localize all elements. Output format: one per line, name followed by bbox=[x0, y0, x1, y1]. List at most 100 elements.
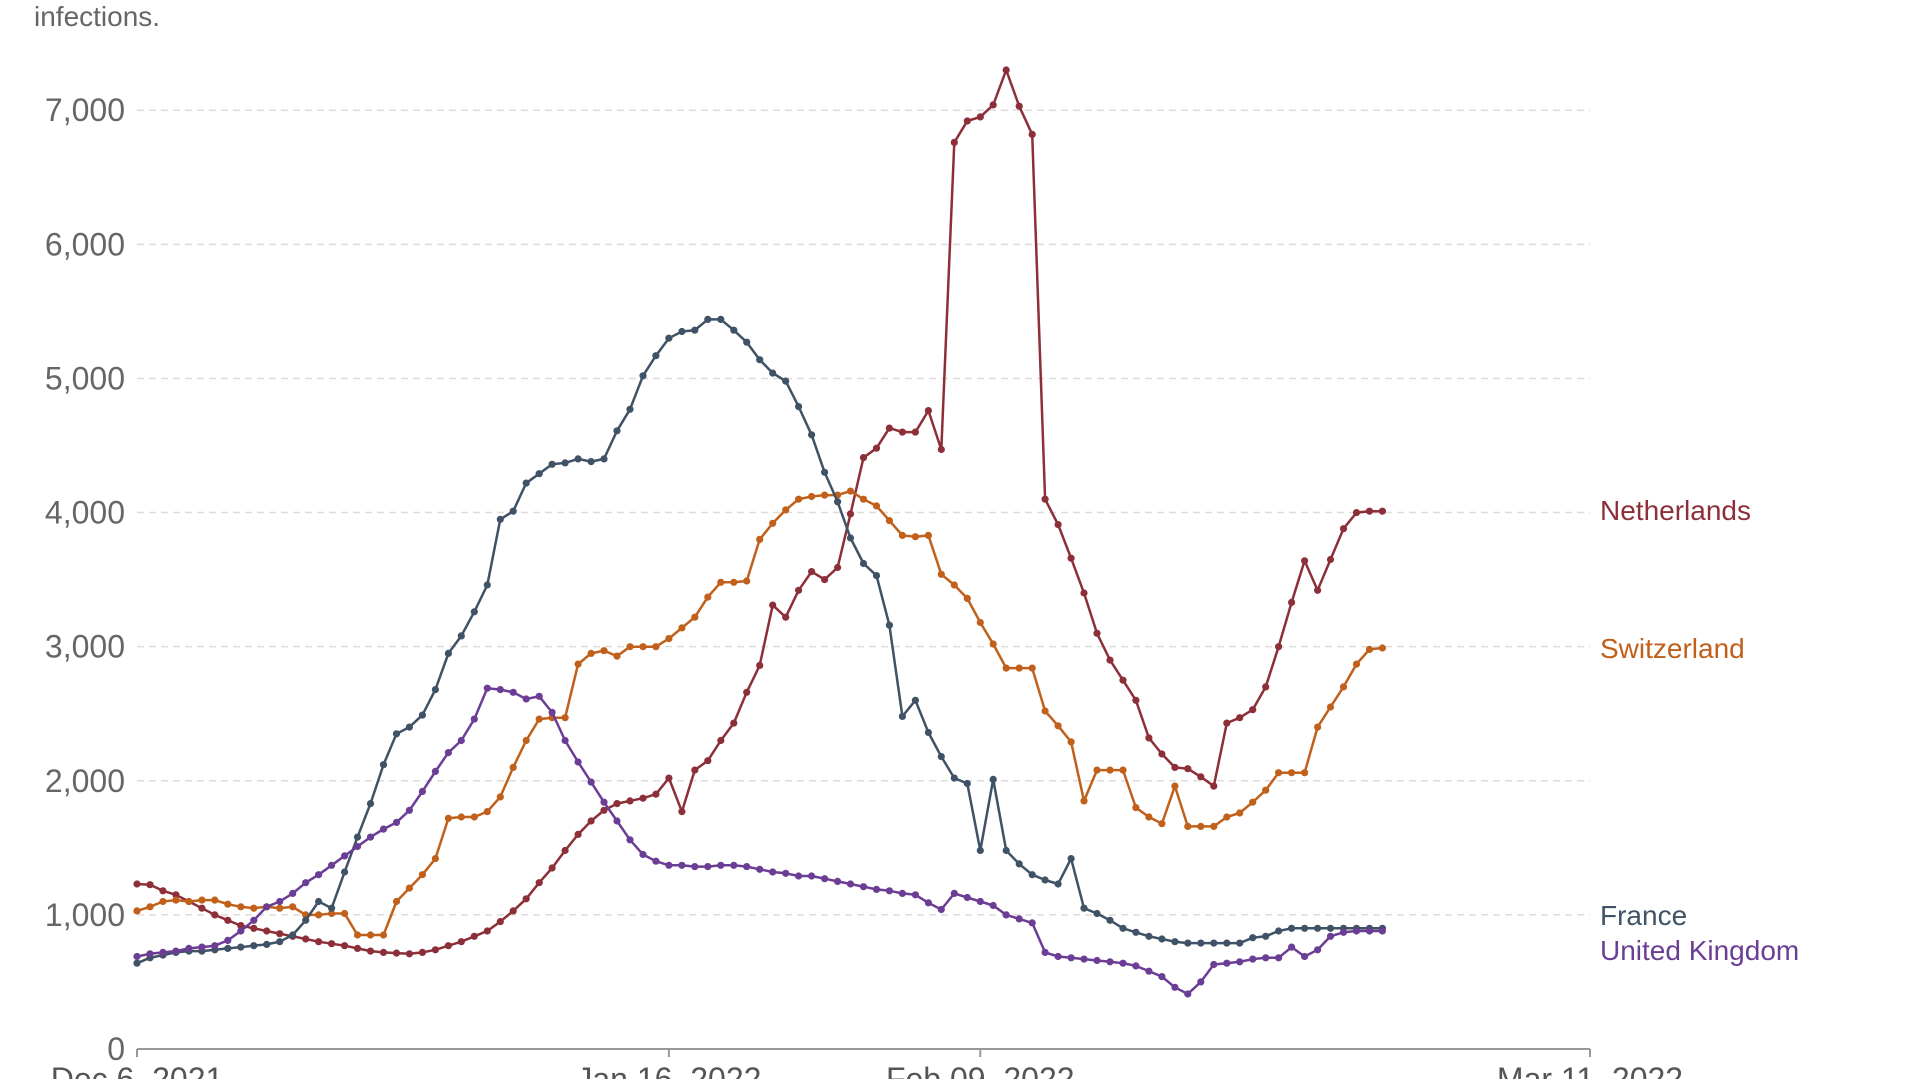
france-point bbox=[963, 779, 971, 788]
netherlands-point bbox=[639, 794, 647, 802]
france-point bbox=[911, 696, 920, 704]
united-kingdom-point bbox=[328, 861, 336, 869]
france-point bbox=[859, 559, 868, 568]
switzerland-point bbox=[328, 909, 336, 918]
netherlands-point bbox=[1365, 507, 1374, 515]
netherlands-point bbox=[600, 806, 608, 814]
united-kingdom-point bbox=[1067, 954, 1075, 962]
switzerland-point bbox=[976, 618, 984, 627]
france-point bbox=[1288, 924, 1296, 932]
france-point bbox=[470, 608, 478, 616]
netherlands-point bbox=[730, 719, 738, 727]
switzerland-point bbox=[756, 535, 764, 544]
netherlands-point bbox=[1184, 765, 1192, 773]
switzerland-point bbox=[924, 531, 933, 540]
netherlands-point bbox=[392, 949, 401, 957]
united-kingdom-point bbox=[431, 767, 439, 776]
switzerland-point bbox=[237, 903, 245, 911]
netherlands-point bbox=[743, 688, 751, 696]
y-tick-label: 6,000 bbox=[45, 226, 125, 262]
united-kingdom-point bbox=[522, 695, 530, 703]
france-point bbox=[431, 686, 439, 694]
netherlands-point bbox=[574, 830, 582, 839]
switzerland-point bbox=[366, 931, 375, 939]
netherlands-point bbox=[470, 932, 478, 940]
netherlands-point bbox=[328, 940, 336, 948]
netherlands-point bbox=[626, 797, 634, 805]
switzerland-point bbox=[379, 931, 388, 939]
netherlands-point bbox=[263, 927, 271, 935]
netherlands-point bbox=[198, 904, 206, 912]
switzerland-point bbox=[1223, 813, 1231, 821]
france-point bbox=[639, 372, 647, 380]
switzerland-point bbox=[898, 531, 907, 540]
france-point bbox=[1132, 928, 1140, 936]
france-point bbox=[302, 916, 310, 924]
series-labels: Netherlands Switzerland France United Kingd… bbox=[1600, 495, 1799, 966]
united-kingdom-point bbox=[548, 708, 556, 717]
netherlands-point bbox=[1339, 525, 1348, 533]
france-point bbox=[1301, 924, 1309, 932]
united-kingdom-point bbox=[250, 916, 258, 924]
united-kingdom-point bbox=[1249, 955, 1257, 963]
netherlands-point bbox=[1015, 102, 1023, 110]
united-kingdom-point bbox=[159, 948, 167, 957]
netherlands-point bbox=[172, 891, 180, 899]
switzerland-point bbox=[133, 907, 141, 915]
united-kingdom-point bbox=[963, 893, 971, 902]
netherlands-point bbox=[457, 938, 465, 946]
netherlands-point bbox=[1028, 130, 1036, 138]
united-kingdom-point bbox=[1132, 962, 1140, 970]
france-point bbox=[224, 944, 232, 953]
netherlands-point bbox=[834, 563, 842, 572]
united-kingdom-point bbox=[1262, 954, 1270, 962]
switzerland-point bbox=[808, 492, 816, 501]
netherlands-point bbox=[366, 947, 375, 955]
united-kingdom-point bbox=[1365, 927, 1374, 935]
switzerland-point bbox=[1314, 723, 1322, 731]
united-kingdom-point bbox=[1197, 978, 1205, 986]
netherlands-point bbox=[146, 881, 154, 889]
france-point bbox=[315, 897, 323, 906]
france-point bbox=[1275, 927, 1283, 935]
france-point bbox=[328, 904, 336, 912]
united-kingdom-point bbox=[211, 942, 219, 950]
switzerland-point bbox=[1067, 738, 1075, 746]
united-kingdom-point bbox=[315, 871, 323, 879]
united-kingdom-point bbox=[1378, 927, 1386, 935]
switzerland-point bbox=[1339, 683, 1348, 691]
netherlands-point bbox=[859, 454, 868, 462]
united-kingdom-line bbox=[136, 686, 1383, 996]
united-kingdom-point bbox=[535, 692, 543, 700]
netherlands-point bbox=[159, 887, 167, 895]
united-kingdom-point bbox=[574, 758, 582, 766]
france-point bbox=[1145, 932, 1153, 940]
united-kingdom-point bbox=[276, 897, 284, 906]
switzerland-point bbox=[691, 613, 699, 621]
france-point bbox=[574, 455, 582, 463]
switzerland-point bbox=[1326, 703, 1335, 711]
france-point bbox=[613, 427, 621, 435]
united-kingdom-point bbox=[263, 903, 271, 911]
y-tick-label: 3,000 bbox=[45, 629, 125, 665]
netherlands-point bbox=[1067, 554, 1075, 562]
france-point bbox=[652, 352, 660, 360]
switzerland-point bbox=[1275, 769, 1283, 777]
switzerland-point bbox=[1119, 766, 1127, 774]
switzerland-point bbox=[483, 808, 491, 816]
switzerland-point bbox=[665, 635, 673, 643]
series-lines bbox=[133, 66, 1386, 998]
united-kingdom-point bbox=[133, 952, 141, 961]
netherlands-point bbox=[782, 613, 790, 621]
netherlands-point bbox=[613, 800, 621, 808]
france-point bbox=[1326, 924, 1335, 932]
united-kingdom-point bbox=[639, 850, 647, 859]
netherlands-point bbox=[704, 757, 712, 765]
y-tick-label: 4,000 bbox=[45, 495, 125, 531]
switzerland-point bbox=[1210, 822, 1218, 831]
france-point bbox=[769, 369, 777, 377]
united-kingdom-point bbox=[146, 950, 154, 958]
france-point bbox=[1236, 939, 1244, 947]
netherlands-point bbox=[133, 880, 141, 888]
united-kingdom-point bbox=[717, 861, 725, 869]
